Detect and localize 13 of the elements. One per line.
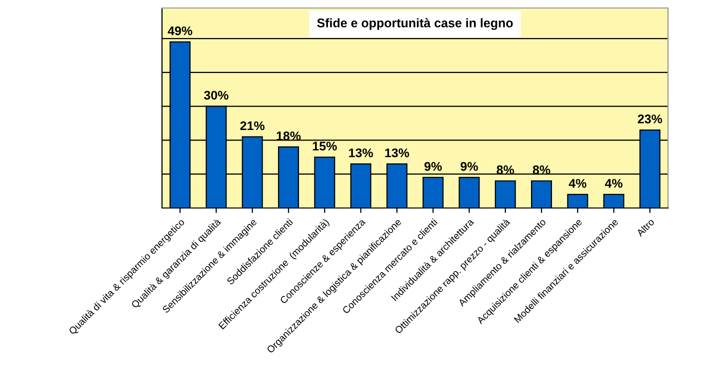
data-label: 9% [424,162,442,171]
text: Sfide e opportunità case in legno [317,18,513,30]
data-label: 13% [385,148,410,158]
data-label: 15% [312,142,337,151]
data-label: 9% [460,162,478,171]
data-label: 13% [349,148,373,158]
data-label: 23% [638,114,662,124]
data-label: 4% [568,178,586,188]
data-label: 4% [604,178,622,188]
data-label: 18% [276,131,301,140]
data-label: 49% [168,26,192,36]
data-label: 21% [240,121,265,130]
data-label: 30% [204,90,228,100]
